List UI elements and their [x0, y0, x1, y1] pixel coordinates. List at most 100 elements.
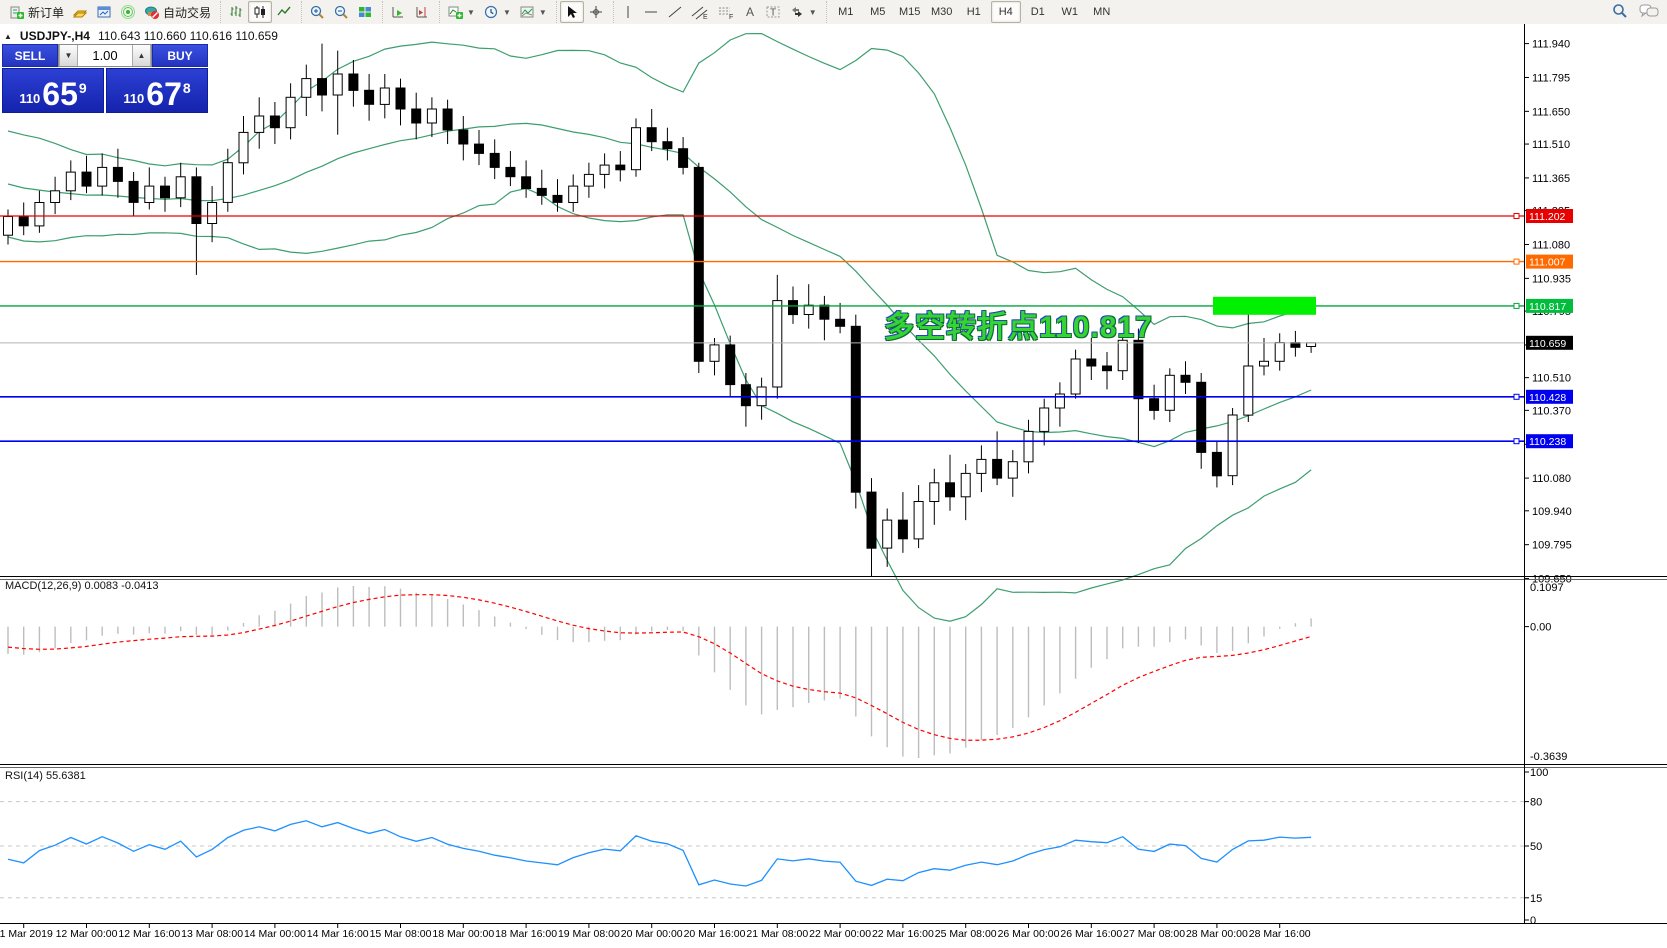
indicators-caret: ▼ — [467, 7, 475, 17]
new-order-label: 新订单 — [28, 5, 65, 20]
periods-button[interactable]: ▼ — [479, 1, 515, 23]
candle — [897, 519, 908, 540]
timeframe-buttons: M1 M5 M15 M30 H1 H4 D1 W1 MN — [830, 1, 1118, 23]
timeframe-w1[interactable]: W1 — [1061, 6, 1078, 18]
volume-input[interactable]: 1.00 — [92, 48, 118, 63]
auto-trading-button[interactable]: 自动交易 — [140, 1, 215, 23]
collapse-panel-icon[interactable]: ▲ — [4, 31, 12, 41]
candle — [1039, 407, 1050, 432]
line-chart-button[interactable] — [272, 1, 296, 23]
buy-button[interactable]: BUY — [152, 44, 208, 67]
fibonacci-icon: F — [717, 4, 735, 20]
chat-icon[interactable] — [1639, 2, 1659, 23]
signals-button[interactable] — [116, 1, 140, 23]
indicators-button[interactable]: ▼ — [443, 1, 479, 23]
candlestick-chart-button[interactable] — [248, 1, 273, 23]
cursor-button[interactable] — [559, 1, 584, 23]
arrows-button[interactable]: ▼ — [785, 1, 821, 23]
timeframe-m15[interactable]: M15 — [899, 6, 921, 18]
candle — [222, 162, 233, 203]
zoom-out-icon — [333, 4, 349, 20]
horizontal-line-icon — [643, 4, 659, 20]
svg-text:21 Mar 08:00: 21 Mar 08:00 — [746, 928, 808, 940]
timeframe-m5[interactable]: M5 — [870, 6, 886, 18]
crosshair-button[interactable] — [584, 1, 608, 23]
timeframe-h4[interactable]: H4 — [990, 1, 1021, 23]
text-label-button[interactable]: T — [761, 1, 785, 23]
pivot-zone-rectangle[interactable] — [1213, 296, 1316, 315]
volume-increase-button[interactable]: ▲ — [132, 45, 151, 66]
candle — [552, 194, 563, 203]
timeframe-h1[interactable]: H1 — [966, 6, 981, 18]
chart-area[interactable]: 111.940 111.795 111.650 111.510 111.365 111.2… — [0, 24, 1667, 948]
candle — [3, 216, 13, 236]
svg-text:110.510: 110.510 — [1532, 373, 1571, 385]
toolbar-right — [1611, 2, 1667, 23]
candle — [521, 176, 532, 190]
timeframe-m1[interactable]: M1 — [838, 6, 854, 18]
new-order-button[interactable]: 新订单 — [5, 1, 68, 23]
sell-button[interactable]: SELL — [2, 44, 58, 67]
svg-text:19 Mar 08:00: 19 Mar 08:00 — [558, 928, 620, 940]
timeframe-mn[interactable]: MN — [1093, 6, 1111, 18]
candle — [332, 73, 343, 96]
zoom-out-button[interactable] — [329, 1, 353, 23]
svg-text:25 Mar 08:00: 25 Mar 08:00 — [935, 928, 997, 940]
svg-text:F: F — [729, 14, 733, 20]
sell-price-button[interactable]: 110 65 9 — [2, 68, 104, 113]
bollinger-band — [7, 32, 1312, 329]
rsi-line — [7, 820, 1312, 887]
templates-button[interactable]: ▼ — [515, 1, 551, 23]
candle — [992, 458, 1003, 479]
zoom-in-icon — [309, 4, 325, 20]
timeframe-d1[interactable]: D1 — [1030, 6, 1045, 18]
auto-scroll-button[interactable] — [386, 1, 410, 23]
bar-chart-button[interactable] — [224, 1, 248, 23]
market-watch-button[interactable] — [68, 1, 92, 23]
svg-text:111.007: 111.007 — [1529, 257, 1566, 269]
svg-text:-0.3639: -0.3639 — [1530, 751, 1567, 763]
periods-caret: ▼ — [502, 7, 511, 17]
buy-price-button[interactable]: 110 67 8 — [106, 68, 208, 113]
volume-decrease-button[interactable]: ▼ — [59, 45, 78, 66]
candle — [976, 458, 987, 474]
search-icon[interactable] — [1611, 2, 1629, 23]
candle — [882, 519, 893, 549]
chart-window-button[interactable] — [92, 1, 116, 23]
vertical-line-button[interactable] — [617, 1, 639, 23]
svg-text:15: 15 — [1530, 893, 1542, 905]
svg-text:109.795: 109.795 — [1532, 540, 1572, 552]
candle — [207, 202, 218, 224]
macd-indicator-label: MACD(12,26,9) 0.0083 -0.0413 — [5, 580, 159, 592]
horizontal-line-button[interactable] — [639, 1, 663, 23]
indicators-icon — [447, 4, 464, 20]
toolbar-group-indicators: ▼ ▼ ▼ — [439, 1, 554, 23]
one-click-trade-panel: SELL ▼ 1.00 ▲ BUY 110 65 9 110 67 8 — [2, 44, 208, 113]
channel-button[interactable]: E — [687, 1, 713, 23]
tile-windows-button[interactable] — [353, 1, 377, 23]
templates-caret: ▼ — [538, 7, 547, 17]
candle — [945, 482, 955, 498]
toolbar-group-timeframes: M1 M5 M15 M30 H1 H4 D1 W1 MN — [825, 1, 1121, 23]
chart-symbol: USDJPY-,H4 — [19, 29, 90, 43]
candle — [458, 129, 469, 145]
trendline-button[interactable] — [663, 1, 687, 23]
candle — [693, 166, 704, 362]
fibonacci-button[interactable]: F — [713, 1, 739, 23]
chart-canvas[interactable]: 111.940 111.795 111.650 111.510 111.365 111.2… — [0, 24, 1667, 948]
candle — [175, 176, 186, 199]
pivot-annotation-text[interactable]: 多空转折点110.817 — [884, 311, 1153, 344]
chart-shift-button[interactable] — [410, 1, 434, 23]
candle — [348, 73, 359, 91]
svg-text:14 Mar 16:00: 14 Mar 16:00 — [307, 928, 369, 940]
candle — [1054, 393, 1065, 409]
svg-text:26 Mar 00:00: 26 Mar 00:00 — [998, 928, 1060, 940]
candle — [788, 300, 798, 316]
candle — [960, 472, 971, 498]
text-button[interactable]: A — [739, 1, 761, 23]
candle — [254, 115, 265, 133]
svg-text:110.428: 110.428 — [1529, 392, 1566, 404]
zoom-in-button[interactable] — [305, 1, 329, 23]
svg-text:26 Mar 16:00: 26 Mar 16:00 — [1060, 928, 1122, 940]
timeframe-m30[interactable]: M30 — [931, 6, 953, 18]
